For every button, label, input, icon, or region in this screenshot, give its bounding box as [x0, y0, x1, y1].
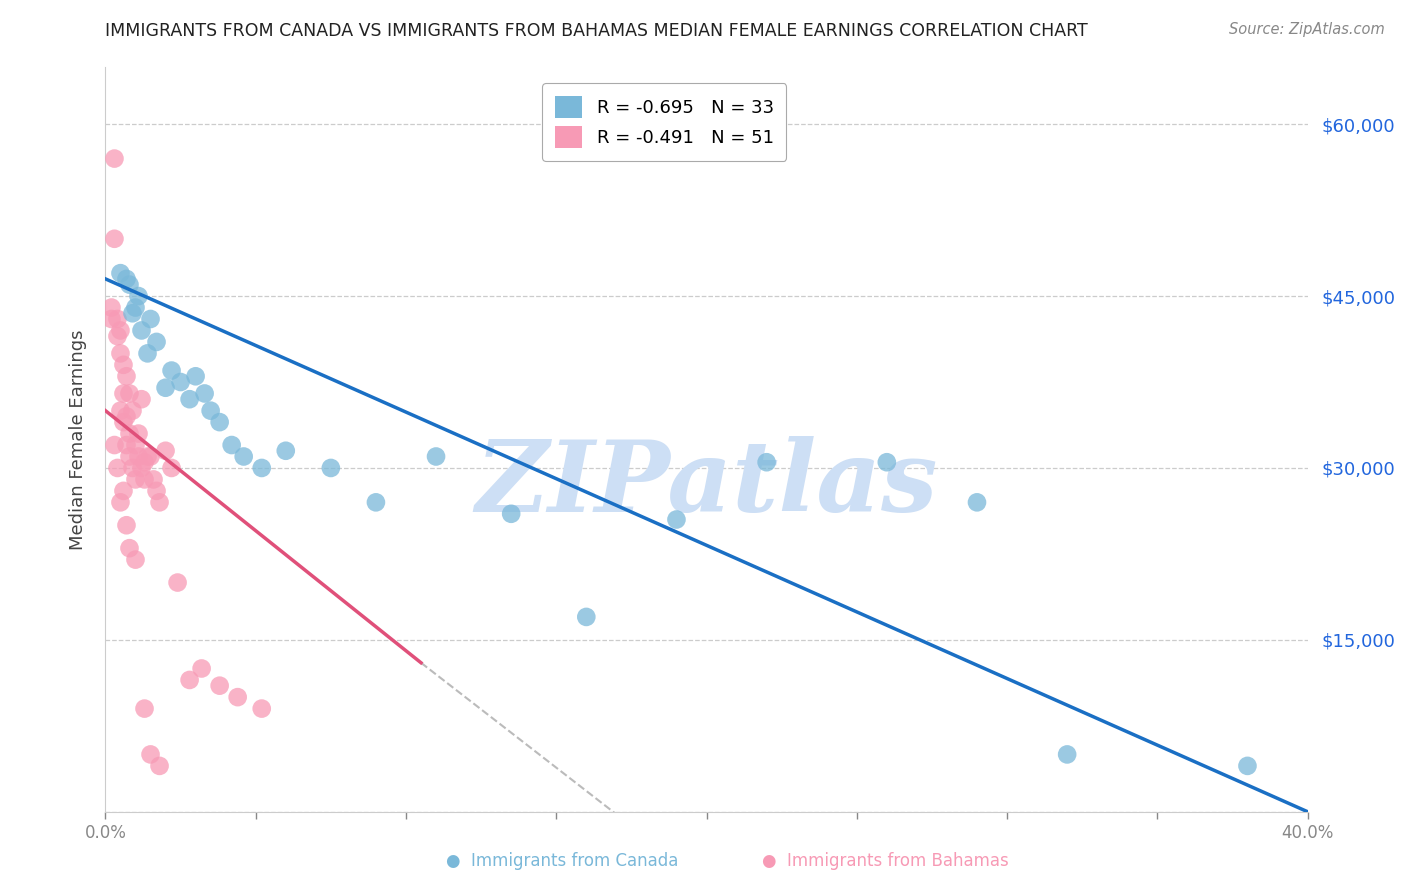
- Point: [115, 272, 138, 286]
- Text: IMMIGRANTS FROM CANADA VS IMMIGRANTS FROM BAHAMAS MEDIAN FEMALE EARNINGS CORRELA: IMMIGRANTS FROM CANADA VS IMMIGRANTS FRO…: [105, 22, 1088, 40]
- Point: [501, 507, 523, 521]
- Point: [131, 392, 153, 407]
- Point: [124, 552, 146, 566]
- Point: [160, 461, 183, 475]
- Point: [118, 277, 141, 292]
- Point: [208, 415, 231, 429]
- Point: [755, 455, 778, 469]
- Point: [107, 312, 129, 326]
- Y-axis label: Median Female Earnings: Median Female Earnings: [69, 329, 87, 549]
- Point: [112, 358, 135, 372]
- Point: [142, 472, 165, 486]
- Text: Source: ZipAtlas.com: Source: ZipAtlas.com: [1229, 22, 1385, 37]
- Point: [250, 701, 273, 715]
- Point: [145, 483, 167, 498]
- Point: [134, 472, 156, 486]
- Point: [115, 438, 138, 452]
- Point: [250, 461, 273, 475]
- Point: [208, 679, 231, 693]
- Point: [274, 443, 297, 458]
- Point: [118, 426, 141, 441]
- Point: [112, 483, 135, 498]
- Point: [148, 495, 170, 509]
- Point: [118, 450, 141, 464]
- Point: [131, 323, 153, 337]
- Point: [139, 747, 162, 762]
- Point: [112, 386, 135, 401]
- Point: [139, 450, 162, 464]
- Point: [190, 661, 212, 675]
- Text: ●  Immigrants from Bahamas: ● Immigrants from Bahamas: [762, 852, 1010, 870]
- Point: [121, 306, 143, 320]
- Point: [107, 329, 129, 343]
- Point: [131, 461, 153, 475]
- Point: [364, 495, 387, 509]
- Point: [124, 438, 146, 452]
- Point: [145, 334, 167, 349]
- Legend: R = -0.695   N = 33, R = -0.491   N = 51: R = -0.695 N = 33, R = -0.491 N = 51: [543, 83, 786, 161]
- Point: [115, 369, 138, 384]
- Point: [194, 386, 217, 401]
- Point: [575, 610, 598, 624]
- Point: [118, 386, 141, 401]
- Point: [184, 369, 207, 384]
- Point: [319, 461, 342, 475]
- Point: [200, 403, 222, 417]
- Point: [112, 415, 135, 429]
- Point: [128, 289, 150, 303]
- Point: [232, 450, 254, 464]
- Point: [118, 541, 141, 556]
- Point: [179, 673, 201, 687]
- Point: [139, 312, 162, 326]
- Point: [665, 512, 688, 526]
- Point: [124, 472, 146, 486]
- Point: [155, 443, 177, 458]
- Text: ZIPatlas: ZIPatlas: [475, 436, 938, 533]
- Point: [107, 461, 129, 475]
- Point: [160, 363, 183, 377]
- Point: [134, 701, 156, 715]
- Point: [103, 152, 125, 166]
- Point: [128, 450, 150, 464]
- Point: [179, 392, 201, 407]
- Point: [221, 438, 243, 452]
- Point: [110, 323, 132, 337]
- Point: [115, 518, 138, 533]
- Point: [121, 403, 143, 417]
- Point: [121, 461, 143, 475]
- Point: [425, 450, 447, 464]
- Point: [155, 381, 177, 395]
- Point: [124, 301, 146, 315]
- Point: [115, 409, 138, 424]
- Point: [136, 450, 159, 464]
- Point: [169, 375, 191, 389]
- Point: [876, 455, 898, 469]
- Point: [110, 495, 132, 509]
- Point: [103, 438, 125, 452]
- Text: ●  Immigrants from Canada: ● Immigrants from Canada: [446, 852, 679, 870]
- Point: [100, 312, 122, 326]
- Point: [166, 575, 188, 590]
- Point: [136, 346, 159, 360]
- Point: [966, 495, 988, 509]
- Point: [100, 301, 122, 315]
- Point: [110, 403, 132, 417]
- Point: [110, 346, 132, 360]
- Point: [110, 266, 132, 280]
- Point: [226, 690, 249, 705]
- Point: [148, 759, 170, 773]
- Point: [134, 455, 156, 469]
- Point: [1236, 759, 1258, 773]
- Point: [128, 426, 150, 441]
- Point: [1056, 747, 1078, 762]
- Point: [103, 232, 125, 246]
